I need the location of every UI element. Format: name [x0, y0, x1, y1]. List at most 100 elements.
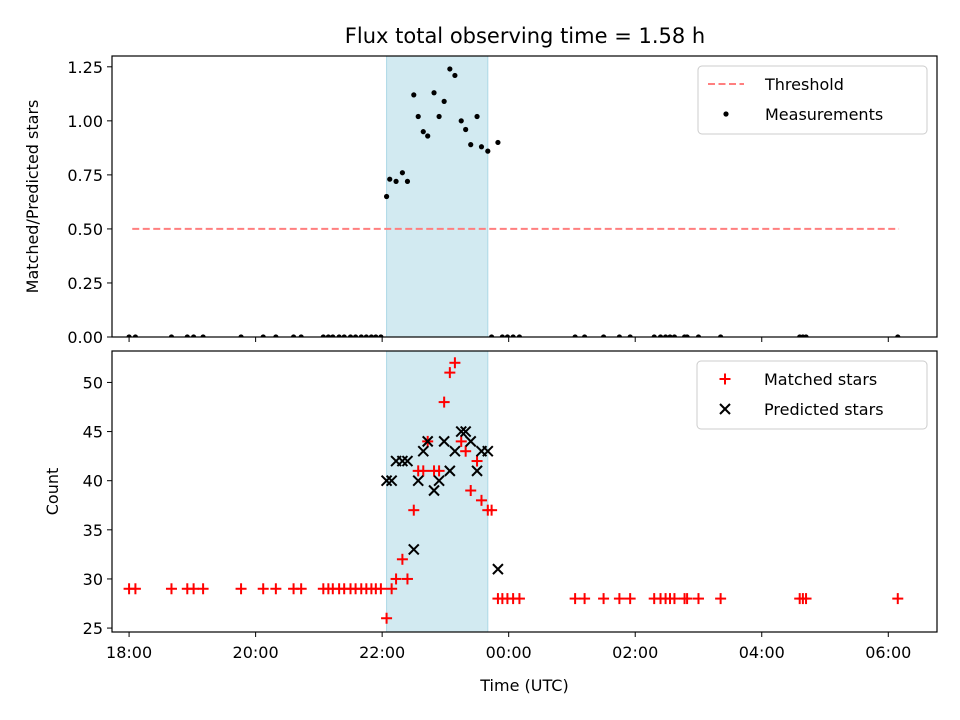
- matched-star-point: [449, 357, 461, 369]
- legend-label: Matched stars: [764, 370, 877, 389]
- x-tick-label: 06:00: [865, 643, 911, 662]
- matched-star-point: [129, 583, 141, 595]
- measurement-point: [441, 98, 447, 104]
- x-tick-label: 22:00: [359, 643, 405, 662]
- plot-area: [126, 66, 901, 337]
- y-tick-label: 0.00: [67, 328, 103, 347]
- predicted-star-stroke-b: [492, 563, 504, 575]
- series-predicted-stars: [380, 425, 504, 575]
- measurement-point: [510, 334, 516, 337]
- predicted-star-point: [438, 435, 450, 448]
- measurement-point: [671, 334, 678, 337]
- matched-star-point: [235, 583, 247, 595]
- plot-area: [123, 357, 904, 624]
- predicted-star-stroke-b: [465, 435, 477, 448]
- measurement-point: [378, 334, 384, 337]
- predicted-star-point: [396, 455, 409, 467]
- observing-interval-shade: [386, 55, 489, 338]
- legend-measurement-swatch: [723, 111, 729, 117]
- predicted-star-stroke-b: [428, 484, 440, 497]
- measurement-point: [368, 334, 374, 337]
- predicted-star-stroke-b: [455, 425, 467, 438]
- measurement-point: [341, 334, 347, 337]
- matched-star-point: [433, 465, 445, 477]
- predicted-star-stroke-b: [433, 474, 445, 487]
- matched-star-point: [465, 485, 477, 497]
- measurement-point: [718, 334, 724, 337]
- y-tick-label: 45: [83, 423, 103, 442]
- measurement-point: [168, 334, 175, 337]
- predicted-star-point: [412, 474, 424, 487]
- predicted-star-stroke-b: [408, 543, 420, 556]
- measurement-point: [803, 334, 809, 337]
- measurement-point: [358, 334, 364, 337]
- matched-star-point: [569, 593, 581, 605]
- predicted-star-stroke-b: [482, 445, 494, 457]
- matched-star-point: [408, 504, 420, 516]
- measurement-point: [436, 113, 442, 120]
- measurement-point: [352, 334, 359, 337]
- matched-star-point: [579, 593, 591, 605]
- legend-frame: [696, 360, 928, 430]
- chart-title: Flux total observing time = 1.58 h: [345, 24, 705, 48]
- predicted-star-point: [433, 474, 445, 487]
- predicted-star-stroke-b: [417, 445, 429, 457]
- measurement-point: [516, 334, 523, 337]
- predicted-star-point: [482, 445, 494, 457]
- legend-predicted-swatch-b: [719, 403, 731, 415]
- matched-star-point: [475, 494, 487, 506]
- predicted-star-point: [408, 543, 420, 556]
- predicted-star-stroke-b: [459, 425, 472, 438]
- predicted-star-point: [492, 563, 504, 575]
- matched-star-point: [390, 573, 402, 585]
- matched-star-point: [386, 583, 398, 595]
- measurement-point: [411, 92, 417, 98]
- measurement-point: [425, 133, 431, 139]
- predicted-star-stroke-b: [471, 465, 483, 477]
- measurement-point: [627, 334, 633, 337]
- measurement-point: [447, 66, 453, 72]
- measurement-point: [273, 334, 279, 337]
- y-tick-label: 0.75: [67, 166, 103, 185]
- measurement-point: [452, 72, 458, 79]
- measurement-point: [478, 144, 485, 150]
- measurement-point: [399, 170, 405, 176]
- x-tick-label: 20:00: [233, 643, 279, 662]
- bottom-panel: 25 30 35 40 45 50 18:00 20:00 22:00 00:00 02:00 04:…: [43, 350, 938, 695]
- measurement-point: [420, 129, 426, 135]
- matched-star-point: [257, 583, 269, 595]
- measurement-point: [431, 90, 437, 96]
- measurement-point: [504, 334, 511, 337]
- predicted-star-stroke-b: [396, 455, 409, 467]
- measurement-point: [404, 178, 411, 184]
- measurement-point: [499, 334, 505, 337]
- legend-label: Predicted stars: [764, 400, 884, 419]
- matched-star-point: [681, 593, 693, 605]
- predicted-star-point: [428, 484, 440, 497]
- predicted-star-point: [459, 425, 472, 438]
- series-matched-stars: [123, 357, 904, 624]
- predicted-star-stroke-b: [449, 445, 461, 457]
- matched-star-point: [165, 583, 177, 595]
- measurement-point: [325, 334, 331, 337]
- measurement-point: [695, 334, 702, 337]
- measurement-point: [238, 334, 244, 337]
- predicted-star-point: [401, 455, 414, 467]
- measurement-point: [458, 118, 464, 124]
- matched-star-point: [188, 583, 200, 595]
- predicted-star-stroke-b: [380, 474, 393, 487]
- measurement-point: [126, 334, 132, 337]
- predicted-star-stroke-b: [421, 435, 434, 448]
- measurement-point: [651, 334, 657, 337]
- matched-star-point: [624, 593, 636, 605]
- matched-star-point: [375, 583, 387, 595]
- axes-frame: [111, 350, 938, 633]
- measurement-point: [495, 139, 501, 146]
- measurement-point: [191, 334, 197, 337]
- predicted-star-point: [385, 474, 398, 487]
- measurement-point: [662, 334, 669, 337]
- matched-star-point: [471, 455, 483, 467]
- matched-star-point: [444, 367, 456, 379]
- matched-star-point: [460, 445, 472, 457]
